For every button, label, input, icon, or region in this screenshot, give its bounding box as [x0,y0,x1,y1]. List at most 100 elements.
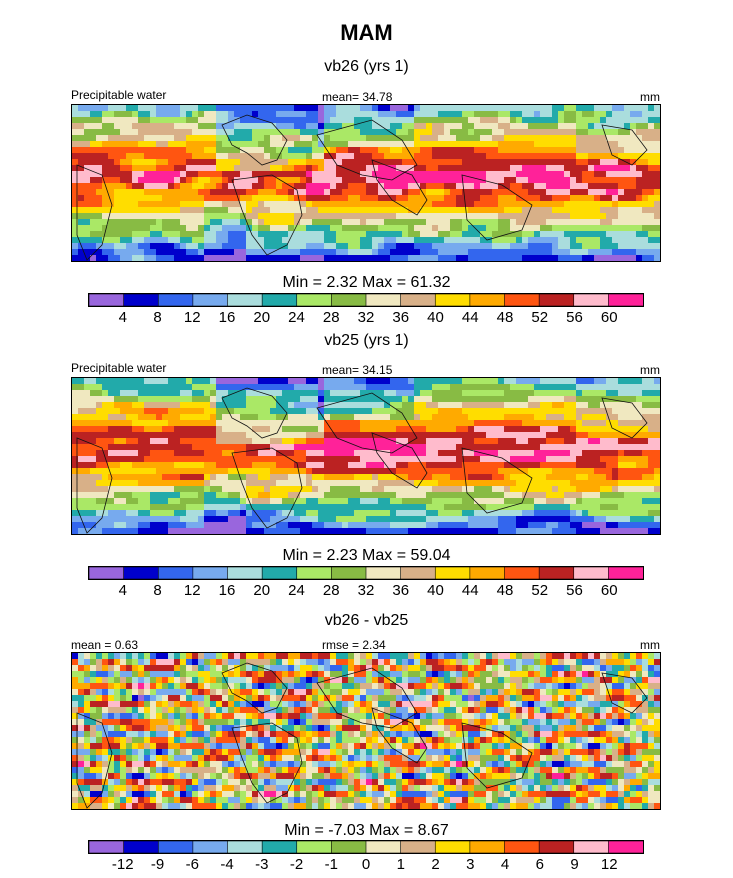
field-cell [234,522,241,529]
field-cell [78,195,85,202]
field-cell [474,177,481,184]
field-cell [192,141,199,148]
field-cell [474,135,481,142]
field-cell [222,255,229,261]
field-cell [96,432,103,439]
field-cell [546,189,553,196]
field-cell [174,159,181,166]
field-cell [588,432,595,439]
field-cell [246,486,253,493]
field-cell [570,165,577,172]
field-cell [294,396,301,403]
field-cell [420,153,427,160]
field-cell [408,426,415,433]
field-cell [420,177,427,184]
field-cell [444,408,451,415]
field-cell [360,504,367,511]
field-cell [486,408,493,415]
field-cell [384,378,391,385]
field-cell [438,414,445,421]
field-cell [168,123,175,130]
field-cell [234,426,241,433]
field-cell [612,456,619,463]
field-cell [546,378,553,385]
field-cell [606,201,613,208]
field-cell [492,219,499,226]
field-cell [216,105,223,112]
field-cell [162,165,169,172]
field-cell [558,426,565,433]
field-cell [108,504,115,511]
field-cell [510,183,517,190]
field-cell [504,378,511,385]
field-cell [342,456,349,463]
field-cell [258,243,265,250]
field-cell [630,123,637,130]
field-cell [144,141,151,148]
field-cell [474,426,481,433]
field-cell [450,183,457,190]
field-cell [246,189,253,196]
field-cell [96,414,103,421]
field-cell [366,117,373,124]
field-cell [438,456,445,463]
field-cell [276,480,283,487]
field-cell [516,480,523,487]
field-cell [282,171,289,178]
field-cell [114,480,121,487]
field-cell [492,189,499,196]
field-cell [168,492,175,499]
field-cell [156,237,163,244]
field-cell [96,177,103,184]
field-cell [330,522,337,529]
field-cell [270,141,277,148]
field-cell [522,390,529,397]
field-cell [414,213,421,220]
field-cell [240,408,247,415]
field-cell [378,444,385,451]
field-cell [378,414,385,421]
field-cell [648,183,655,190]
field-cell [276,408,283,415]
field-cell [432,486,439,493]
field-cell [522,378,529,385]
field-cell [372,213,379,220]
field-cell [228,504,235,511]
field-cell [498,237,505,244]
field-cell [588,390,595,397]
field-cell [378,195,385,202]
field-cell [378,249,385,256]
field-cell [468,510,475,517]
field-cell [630,177,637,184]
field-cell [126,255,133,261]
field-cell [576,450,583,457]
field-cell [240,117,247,124]
field-cell [408,189,415,196]
field-cell [198,147,205,154]
field-cell [372,183,379,190]
field-cell [468,183,475,190]
field-cell [498,153,505,160]
field-cell [360,231,367,238]
field-cell [504,249,511,256]
field-cell [204,432,211,439]
field-cell [84,402,91,409]
field-cell [378,378,385,385]
field-cell [540,378,547,385]
field-cell [420,474,427,481]
field-cell [300,117,307,124]
field-cell [552,516,559,523]
field-cell [624,135,631,142]
field-cell [456,384,463,391]
field-cell [600,225,607,232]
field-cell [576,414,583,421]
field-cell [264,402,271,409]
field-cell [246,195,253,202]
field-cell [426,456,433,463]
field-cell [294,147,301,154]
field-cell [432,195,439,202]
field-cell [516,516,523,523]
field-cell [330,480,337,487]
field-cell [516,438,523,445]
field-cell [180,432,187,439]
